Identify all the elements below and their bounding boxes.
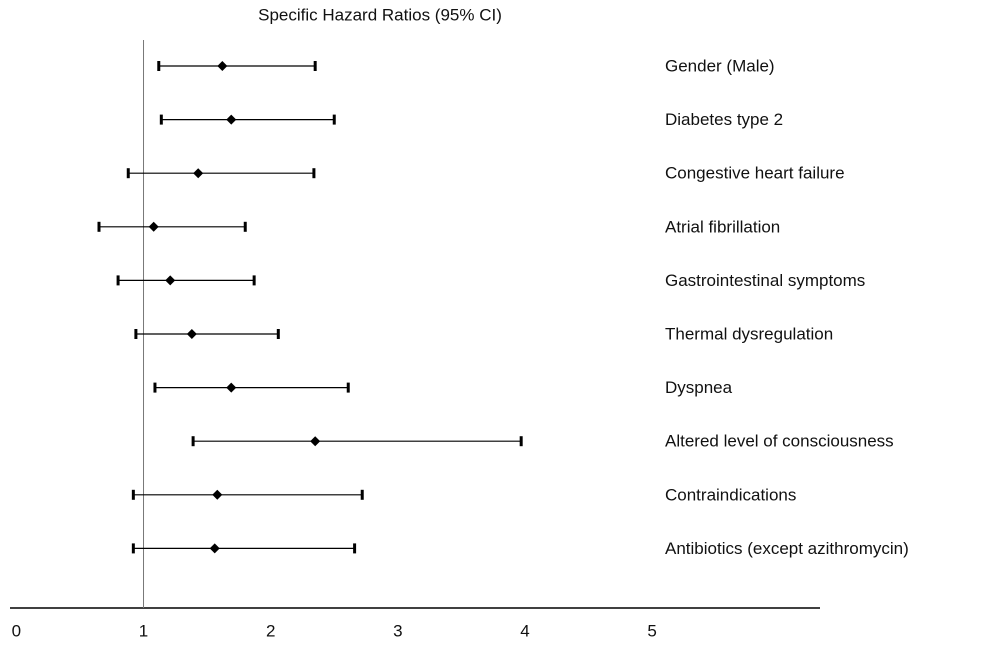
point-estimate	[310, 436, 321, 447]
row-label: Diabetes type 2	[665, 110, 783, 129]
row-label: Gender (Male)	[665, 56, 775, 75]
x-tick-label: 1	[139, 621, 148, 640]
point-estimate	[193, 168, 204, 179]
row-label: Gastrointestinal symptoms	[665, 271, 865, 290]
point-estimate	[209, 543, 220, 554]
chart-title: Specific Hazard Ratios (95% CI)	[258, 5, 502, 24]
row-label: Dyspnea	[665, 378, 733, 397]
x-tick-label: 0	[12, 621, 21, 640]
point-estimate	[165, 275, 176, 286]
row-label: Thermal dysregulation	[665, 324, 833, 343]
point-estimate	[226, 114, 237, 125]
point-estimate	[148, 221, 159, 232]
row-label: Contraindications	[665, 485, 796, 504]
x-tick-label: 2	[266, 621, 275, 640]
point-estimate	[217, 61, 228, 71]
x-tick-label: 4	[520, 621, 529, 640]
point-estimate	[186, 329, 197, 339]
row-label: Altered level of consciousness	[665, 432, 894, 451]
row-label: Antibiotics (except azithromycin)	[665, 539, 909, 558]
point-estimate	[226, 382, 237, 393]
x-tick-label: 3	[393, 621, 402, 640]
point-estimate	[212, 489, 223, 500]
x-tick-label: 5	[647, 621, 656, 640]
row-label: Congestive heart failure	[665, 164, 845, 183]
row-label: Atrial fibrillation	[665, 217, 780, 236]
